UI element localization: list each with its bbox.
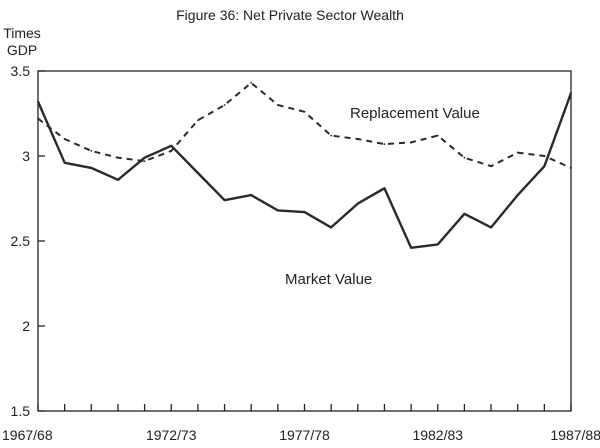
- x-axis: 1967/68 1972/73 1977/78 1982/83 1987/88: [2, 404, 600, 443]
- data-point-replacement-value: [463, 156, 466, 159]
- data-point-replacement-value: [436, 134, 439, 137]
- data-point-market-value: [463, 212, 466, 215]
- x-tick-label: 1987/88: [550, 427, 600, 443]
- data-point-market-value: [436, 243, 439, 246]
- data-point-market-value: [90, 167, 93, 169]
- data-point-replacement-value: [383, 143, 386, 146]
- data-point-market-value: [276, 209, 279, 212]
- data-point-market-value: [383, 187, 386, 190]
- plot-frame: [37, 70, 572, 412]
- series-label-replacement-value: Replacement Value: [350, 105, 480, 122]
- data-point-replacement-value: [303, 110, 306, 113]
- data-point-market-value: [490, 226, 492, 229]
- x-tick-label: 1967/68: [2, 427, 53, 443]
- data-point-market-value: [250, 194, 253, 197]
- x-tick-label: 1977/78: [279, 427, 330, 443]
- data-point-replacement-value: [37, 117, 39, 120]
- data-point-market-value: [410, 246, 412, 249]
- data-point-market-value: [37, 100, 39, 103]
- data-point-market-value: [143, 156, 146, 159]
- y-tick-label: 2.5: [11, 233, 31, 249]
- data-point-replacement-value: [170, 150, 173, 152]
- series-line-replacement-value: [37, 81, 572, 169]
- data-point-replacement-value: [543, 155, 546, 157]
- x-tick-label: 1982/83: [412, 427, 463, 443]
- data-point-replacement-value: [516, 151, 519, 154]
- data-point-market-value: [543, 165, 546, 168]
- data-point-market-value: [223, 199, 226, 202]
- data-point-replacement-value: [410, 141, 412, 144]
- data-point-replacement-value: [90, 150, 93, 152]
- data-point-market-value: [516, 194, 519, 197]
- data-point-market-value: [63, 161, 66, 164]
- y-tick-label: 3: [22, 148, 30, 164]
- data-point-market-value: [303, 211, 306, 214]
- y-tick-label: 3.5: [11, 63, 31, 79]
- data-point-replacement-value: [117, 156, 119, 159]
- data-point-replacement-value: [143, 160, 146, 163]
- data-point-market-value: [330, 226, 333, 229]
- y-tick-label: 1.5: [11, 403, 31, 419]
- data-point-market-value: [170, 144, 173, 147]
- data-point-replacement-value: [330, 134, 333, 137]
- data-point-market-value: [570, 92, 572, 94]
- data-point-replacement-value: [490, 165, 492, 168]
- data-point-replacement-value: [570, 167, 572, 169]
- data-point-replacement-value: [63, 138, 66, 140]
- series-layer: [36, 81, 573, 250]
- data-point-replacement-value: [276, 104, 279, 106]
- data-point-market-value: [117, 178, 119, 181]
- data-point-replacement-value: [356, 138, 359, 140]
- y-axis-label-line1: Times: [3, 25, 41, 41]
- chart-title: Figure 36: Net Private Sector Wealth: [176, 7, 404, 23]
- data-point-replacement-value: [250, 82, 253, 84]
- data-point-market-value: [356, 202, 359, 205]
- data-point-replacement-value: [223, 104, 226, 106]
- series-line-market-value: [36, 92, 573, 250]
- x-tick-label: 1972/73: [146, 427, 197, 443]
- data-point-market-value: [197, 172, 199, 174]
- y-tick-label: 2: [22, 318, 30, 334]
- y-axis-label-line2: GDP: [7, 42, 37, 58]
- series-label-market-value: Market Value: [285, 271, 372, 288]
- y-axis: 1.5 2 2.5 3 3.5: [11, 63, 45, 419]
- data-point-replacement-value: [197, 119, 199, 122]
